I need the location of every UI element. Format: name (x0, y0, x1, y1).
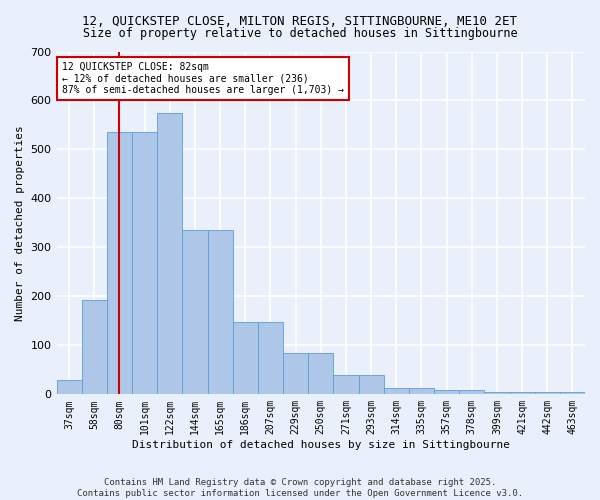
Bar (208, 230, 233, 394)
Bar (383, 388, 409, 394)
Bar (258, 322, 283, 394)
Bar (509, 392, 535, 394)
Bar (359, 374, 383, 394)
Bar (82, 300, 107, 394)
Bar (157, 112, 182, 394)
Bar (283, 352, 308, 395)
Bar (459, 390, 484, 394)
Text: 12 QUICKSTEP CLOSE: 82sqm
← 12% of detached houses are smaller (236)
87% of semi: 12 QUICKSTEP CLOSE: 82sqm ← 12% of detac… (62, 62, 344, 95)
Text: 12, QUICKSTEP CLOSE, MILTON REGIS, SITTINGBOURNE, ME10 2ET: 12, QUICKSTEP CLOSE, MILTON REGIS, SITTI… (83, 15, 517, 28)
Bar (409, 388, 434, 394)
Bar (132, 132, 157, 394)
Bar (308, 352, 334, 395)
Bar (334, 374, 359, 394)
Bar (484, 392, 509, 394)
Bar (107, 132, 132, 394)
Text: Contains HM Land Registry data © Crown copyright and database right 2025.
Contai: Contains HM Land Registry data © Crown c… (77, 478, 523, 498)
Text: Size of property relative to detached houses in Sittingbourne: Size of property relative to detached ho… (83, 28, 517, 40)
Bar (182, 230, 208, 394)
Bar (56, 380, 82, 394)
Bar (233, 322, 258, 394)
Y-axis label: Number of detached properties: Number of detached properties (15, 125, 25, 321)
Bar (535, 392, 560, 394)
Bar (434, 390, 459, 394)
Bar (560, 392, 585, 394)
X-axis label: Distribution of detached houses by size in Sittingbourne: Distribution of detached houses by size … (132, 440, 510, 450)
